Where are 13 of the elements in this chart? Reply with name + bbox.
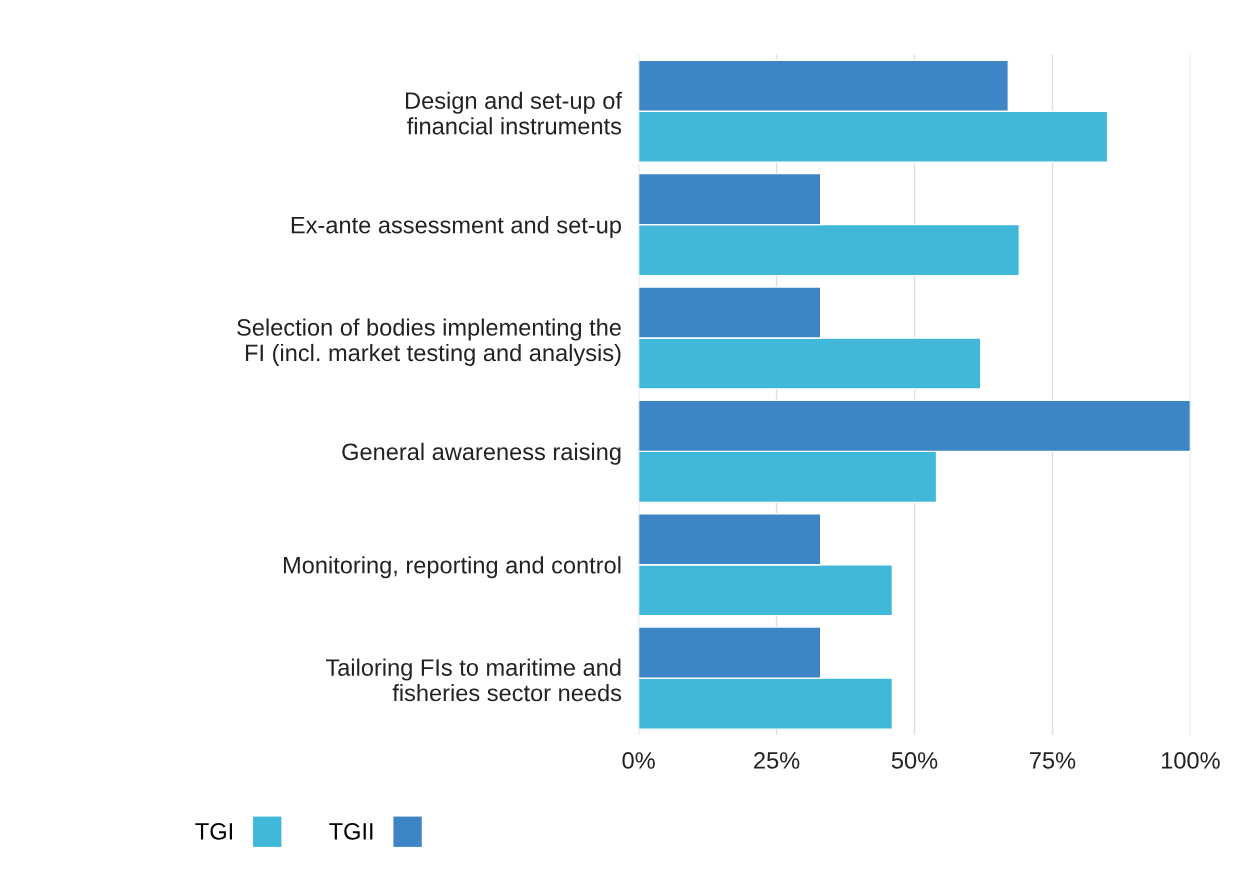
y-tick-label: Design and set-up of financial instruments [406,91,622,135]
x-tick-label: 50% [891,752,938,769]
y-tick-label: Selection of bodies implementing the FI (incl. market testing and analysis) [237,318,621,366]
y-tick-label: Monitoring, reporting and control [283,556,621,579]
x-tick-label: 75% [1030,752,1076,769]
legend-label: TGI [195,822,233,840]
x-tick-label: 25% [754,752,800,769]
y-tick-label: Ex-ante assessment and set-up [291,216,621,239]
x-tick-label: 100% [1162,752,1220,769]
x-tick-label: 0% [622,752,655,769]
y-tick-label: General awareness raising [342,442,621,465]
legend-label: TGII [329,822,373,840]
y-tick-label: Tailoring FIs to maritime and fisheries sector needs [325,658,622,702]
